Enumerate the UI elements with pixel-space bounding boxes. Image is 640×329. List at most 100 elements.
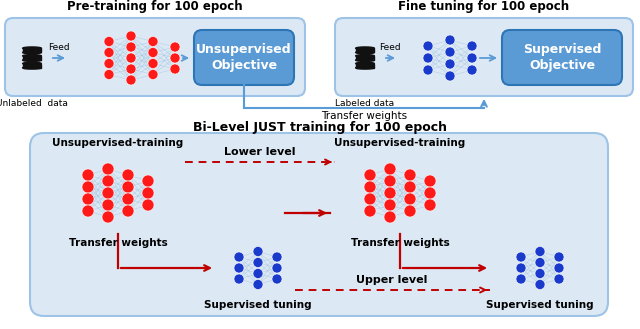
Text: Transfer weights: Transfer weights — [321, 111, 407, 121]
Circle shape — [423, 41, 433, 51]
Circle shape — [535, 258, 545, 267]
Circle shape — [423, 65, 433, 75]
Circle shape — [384, 163, 396, 175]
Circle shape — [122, 169, 134, 181]
Circle shape — [445, 47, 455, 57]
Circle shape — [234, 274, 244, 284]
Circle shape — [102, 199, 114, 211]
Circle shape — [364, 193, 376, 205]
Ellipse shape — [356, 59, 374, 62]
Circle shape — [142, 187, 154, 199]
Circle shape — [535, 280, 545, 290]
Circle shape — [364, 205, 376, 217]
FancyBboxPatch shape — [22, 48, 42, 52]
FancyBboxPatch shape — [194, 30, 294, 85]
Ellipse shape — [356, 55, 374, 57]
Circle shape — [170, 64, 180, 74]
Text: Fine tuning for 100 epoch: Fine tuning for 100 epoch — [399, 0, 570, 13]
Ellipse shape — [356, 66, 374, 69]
Circle shape — [104, 69, 114, 80]
Circle shape — [384, 199, 396, 211]
Ellipse shape — [22, 47, 42, 49]
Text: Upper level: Upper level — [356, 275, 428, 285]
Ellipse shape — [22, 66, 42, 69]
Circle shape — [170, 42, 180, 52]
Circle shape — [148, 69, 158, 80]
Text: Unlabeled  data: Unlabeled data — [0, 99, 68, 108]
FancyBboxPatch shape — [22, 63, 42, 68]
FancyBboxPatch shape — [356, 63, 374, 68]
Circle shape — [554, 252, 564, 262]
Circle shape — [126, 75, 136, 85]
Circle shape — [102, 163, 114, 175]
Circle shape — [253, 258, 263, 267]
Text: Unsupervised-training: Unsupervised-training — [334, 138, 466, 148]
Circle shape — [516, 274, 526, 284]
Circle shape — [404, 193, 416, 205]
Circle shape — [122, 181, 134, 193]
Text: Feed: Feed — [379, 43, 401, 52]
Circle shape — [148, 37, 158, 46]
Circle shape — [126, 64, 136, 74]
Text: Transfer weights: Transfer weights — [351, 238, 449, 248]
Circle shape — [126, 53, 136, 63]
Text: Supervised tuning: Supervised tuning — [486, 300, 594, 310]
Circle shape — [384, 175, 396, 187]
Circle shape — [404, 205, 416, 217]
Circle shape — [272, 274, 282, 284]
Circle shape — [445, 59, 455, 69]
FancyBboxPatch shape — [356, 48, 374, 52]
Circle shape — [404, 169, 416, 181]
Circle shape — [126, 31, 136, 41]
Circle shape — [148, 47, 158, 58]
Text: Lower level: Lower level — [224, 147, 296, 157]
Ellipse shape — [22, 51, 42, 54]
Circle shape — [272, 263, 282, 273]
Circle shape — [467, 41, 477, 51]
Circle shape — [102, 211, 114, 223]
Circle shape — [142, 175, 154, 187]
Ellipse shape — [22, 59, 42, 62]
Circle shape — [82, 169, 94, 181]
Circle shape — [122, 205, 134, 217]
Circle shape — [253, 280, 263, 290]
Circle shape — [364, 169, 376, 181]
Circle shape — [554, 263, 564, 273]
Circle shape — [364, 181, 376, 193]
Text: Pre-training for 100 epoch: Pre-training for 100 epoch — [67, 0, 243, 13]
Circle shape — [554, 274, 564, 284]
Circle shape — [104, 47, 114, 58]
Circle shape — [102, 187, 114, 199]
FancyBboxPatch shape — [335, 18, 633, 96]
Circle shape — [384, 211, 396, 223]
Circle shape — [148, 59, 158, 68]
Circle shape — [272, 252, 282, 262]
Ellipse shape — [356, 62, 374, 65]
Circle shape — [404, 181, 416, 193]
Circle shape — [126, 42, 136, 52]
Circle shape — [142, 199, 154, 211]
Text: Supervised tuning: Supervised tuning — [204, 300, 312, 310]
Ellipse shape — [356, 47, 374, 49]
Circle shape — [104, 37, 114, 46]
Text: Unsupervised
Objective: Unsupervised Objective — [196, 43, 292, 72]
Circle shape — [467, 53, 477, 63]
Circle shape — [424, 175, 436, 187]
Circle shape — [253, 268, 263, 279]
Circle shape — [445, 35, 455, 45]
Ellipse shape — [356, 51, 374, 54]
Text: Feed: Feed — [48, 43, 70, 52]
Text: Bi-Level JUST training for 100 epoch: Bi-Level JUST training for 100 epoch — [193, 121, 447, 134]
Circle shape — [104, 59, 114, 68]
Circle shape — [467, 65, 477, 75]
Text: Labeled data: Labeled data — [335, 99, 395, 108]
FancyBboxPatch shape — [5, 18, 305, 96]
Text: Unsupervised-training: Unsupervised-training — [52, 138, 184, 148]
Circle shape — [82, 193, 94, 205]
Circle shape — [384, 187, 396, 199]
Circle shape — [445, 71, 455, 81]
Circle shape — [535, 246, 545, 257]
Circle shape — [170, 53, 180, 63]
Circle shape — [516, 263, 526, 273]
Circle shape — [102, 175, 114, 187]
